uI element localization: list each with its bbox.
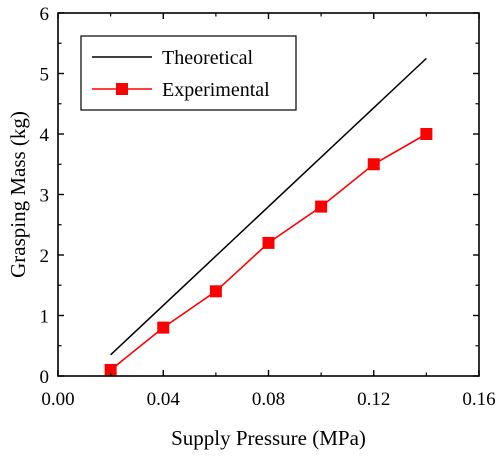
legend: Theoretical Experimental	[80, 35, 297, 111]
x-tick-label: 0.16	[462, 389, 495, 410]
y-tick-label: 0	[40, 367, 50, 388]
y-tick-label: 4	[40, 125, 50, 146]
data-point-experimental	[420, 128, 433, 140]
y-tick-label: 1	[40, 307, 50, 328]
series-line-theoretical	[110, 57, 427, 356]
data-point-experimental	[315, 200, 328, 213]
data-point-experimental	[104, 363, 117, 376]
data-point-experimental	[157, 321, 170, 334]
y-tick-label: 5	[40, 65, 50, 86]
ticks-layer: 0.00 0.04 0.08 0.12 0.16 0 1 2 3 4 5 6	[40, 4, 496, 410]
y-tick-label: 2	[40, 246, 50, 267]
legend-marker-experimental	[116, 83, 128, 95]
y-axis-title: Grasping Mass (kg)	[6, 111, 30, 278]
data-point-experimental	[367, 158, 380, 171]
legend-label-theoretical: Theoretical	[162, 47, 253, 69]
x-tick-label: 0.00	[41, 389, 74, 410]
legend-box	[80, 35, 297, 111]
x-tick-label: 0.12	[357, 389, 390, 410]
data-point-experimental	[262, 236, 275, 249]
series-layer	[104, 57, 433, 376]
data-point-experimental	[209, 285, 222, 298]
x-tick-label: 0.04	[147, 389, 181, 410]
y-tick-label: 6	[40, 4, 50, 25]
legend-label-experimental: Experimental	[162, 79, 270, 101]
x-tick-label: 0.08	[252, 389, 285, 410]
x-axis-title: Supply Pressure (MPa)	[171, 426, 366, 450]
y-tick-label: 3	[40, 186, 50, 207]
